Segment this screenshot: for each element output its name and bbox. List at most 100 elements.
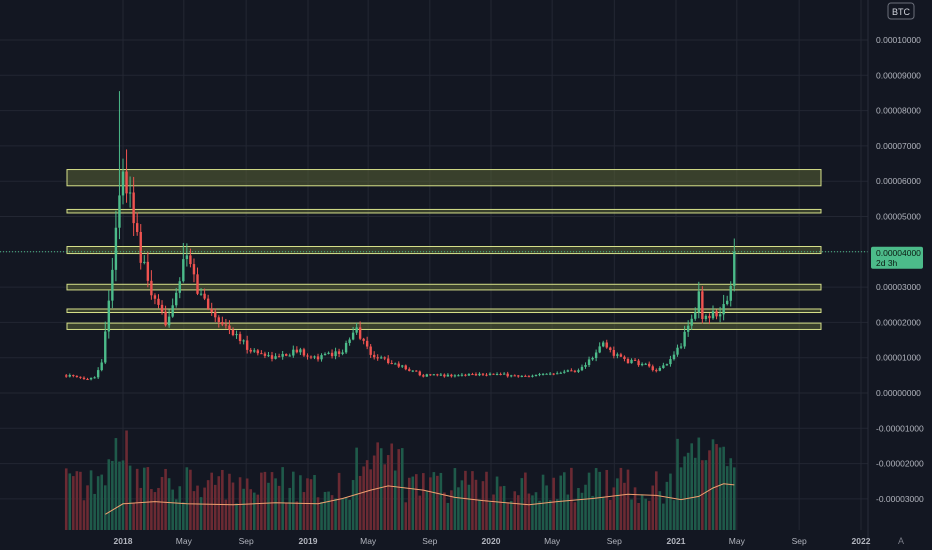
- candle-body: [341, 352, 344, 354]
- volume-bar: [414, 474, 418, 530]
- candle-body: [143, 261, 146, 263]
- volume-bar: [697, 437, 701, 530]
- candle-body: [485, 374, 488, 376]
- price-tick-label: 0.00006000: [876, 176, 921, 186]
- candle-body: [100, 362, 103, 371]
- auto-scale-button[interactable]: A: [898, 536, 904, 546]
- candle-body: [548, 373, 552, 375]
- volume-bar: [654, 471, 658, 530]
- candle-body: [160, 304, 164, 312]
- volume-bar: [718, 447, 722, 530]
- candle-body: [665, 364, 669, 366]
- candle-body: [351, 332, 355, 340]
- volume-bar: [369, 469, 372, 530]
- candle-body: [387, 358, 390, 364]
- candle-body: [577, 370, 580, 372]
- volume-bar: [729, 458, 733, 530]
- candle-body: [344, 342, 348, 353]
- volume-bar: [630, 499, 633, 530]
- candle-body: [238, 334, 242, 342]
- volume-bar: [570, 467, 573, 530]
- volume-bar: [164, 468, 167, 530]
- volume-bar: [436, 475, 439, 530]
- candle-body: [552, 373, 555, 375]
- candle-body: [478, 373, 481, 376]
- volume-bar: [407, 477, 411, 530]
- volume-bar: [111, 460, 114, 530]
- time-tick-label: 2021: [667, 536, 686, 546]
- volume-bar: [96, 476, 100, 530]
- time-tick-label: Sep: [607, 536, 622, 546]
- price-axis[interactable]: 0.00010000 0.00009000 0.00008000 0.00007000…: [876, 35, 924, 504]
- volume-bar: [341, 498, 344, 530]
- candle-body: [82, 377, 86, 380]
- candle-body: [418, 371, 422, 376]
- candle-body: [267, 355, 270, 357]
- volume-bar: [623, 482, 626, 530]
- time-axis[interactable]: 2018 May Sep 2019 May Sep 2020 May Sep 2021 May Sep…: [114, 536, 871, 546]
- price-tick-label: 0.00005000: [876, 212, 921, 222]
- volume-bar: [292, 471, 295, 530]
- resistance-zone: [66, 322, 822, 330]
- resistance-zones: [66, 169, 822, 330]
- candle-body: [146, 261, 150, 281]
- volume-bar: [79, 471, 82, 530]
- candle-body: [189, 255, 192, 265]
- candle-body: [285, 354, 288, 356]
- volume-bar: [100, 474, 104, 530]
- volume-bar: [488, 502, 492, 530]
- candle-body: [701, 291, 704, 320]
- volume-bar: [210, 472, 213, 530]
- candle-body: [623, 356, 626, 360]
- candle-body: [559, 372, 562, 374]
- price-tick-label: 0.00009000: [876, 70, 921, 80]
- candlesticks: [65, 91, 736, 381]
- volume-bar: [348, 499, 351, 530]
- candle-body: [527, 376, 531, 378]
- volume-bar: [672, 500, 676, 530]
- volume-bar: [566, 494, 570, 530]
- candle-body: [330, 352, 334, 357]
- candle-body: [679, 346, 683, 348]
- candle-body: [591, 357, 594, 360]
- volume-bar: [182, 502, 185, 530]
- candle-body: [415, 370, 418, 372]
- volume-bar: [701, 460, 704, 530]
- candle-body: [383, 357, 386, 359]
- volume-bar: [242, 488, 245, 530]
- candle-body: [492, 373, 495, 375]
- volume-bar: [334, 498, 337, 530]
- volume-bar: [221, 469, 224, 530]
- volume-bar: [358, 475, 362, 530]
- candle-body: [376, 357, 379, 359]
- time-tick-label: Sep: [792, 536, 807, 546]
- candle-body: [436, 374, 439, 376]
- candle-body: [380, 357, 383, 359]
- volume-bar: [270, 472, 274, 530]
- candle-body: [327, 352, 330, 354]
- volume-moving-average-line: [105, 483, 735, 515]
- volume-bar: [478, 499, 481, 530]
- candle-body: [132, 192, 135, 224]
- candle-body: [114, 227, 118, 270]
- candle-body: [711, 311, 715, 319]
- candle-body: [135, 223, 139, 232]
- time-tick-label: May: [544, 536, 561, 546]
- candle-body: [79, 376, 82, 378]
- volume-bar: [647, 500, 651, 530]
- candle-body: [510, 375, 513, 377]
- candle-body: [175, 292, 178, 306]
- volume-bar: [72, 476, 75, 530]
- volume-bar: [376, 442, 379, 530]
- price-tick-label: 0.00007000: [876, 141, 921, 151]
- volume-bar: [146, 467, 150, 530]
- volume-bar: [231, 482, 235, 530]
- candle-body: [249, 349, 252, 352]
- currency-badge-text: BTC: [892, 7, 911, 17]
- time-tick-label: 2019: [299, 536, 318, 546]
- volume-bar: [299, 475, 302, 530]
- volume-bars: [64, 430, 736, 530]
- currency-badge[interactable]: BTC: [887, 2, 915, 20]
- candle-body: [394, 363, 397, 365]
